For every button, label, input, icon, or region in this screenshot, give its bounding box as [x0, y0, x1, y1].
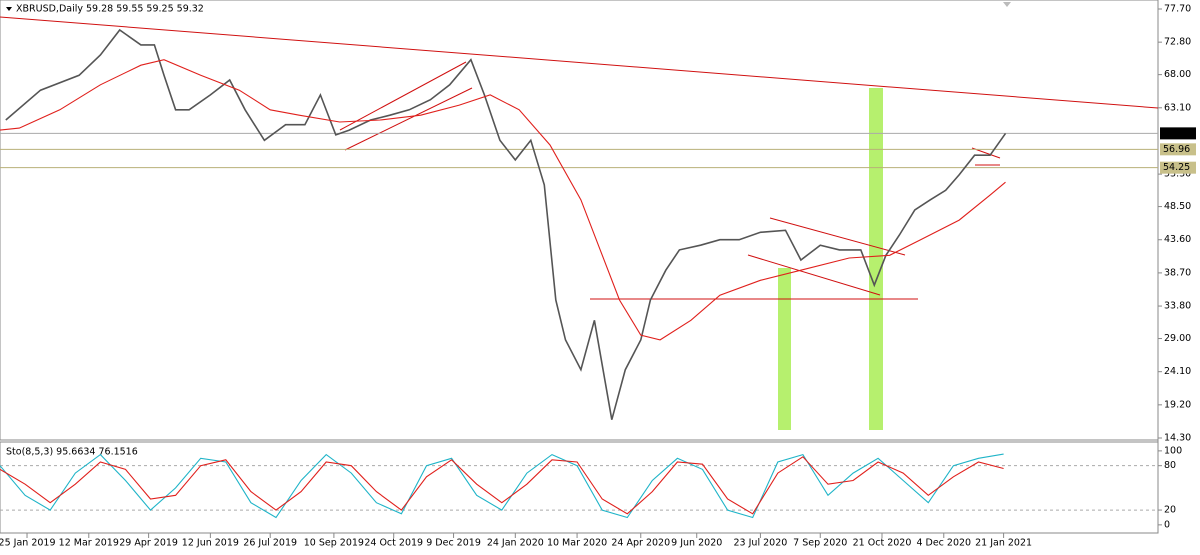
- x-tick-label: 24 Oct 2019: [364, 538, 423, 549]
- price-label-box: [1160, 143, 1196, 156]
- x-tick-label: 24 Jan 2020: [487, 538, 544, 549]
- y-tick-label: 72.80: [1164, 37, 1191, 48]
- price-label-box: [1160, 161, 1196, 174]
- y-tick-label: 77.70: [1164, 4, 1191, 15]
- series-line: [0, 453, 1004, 519]
- shift-marker: [1003, 2, 1011, 7]
- y-tick-label: 63.10: [1164, 102, 1191, 113]
- highlight-bar: [778, 268, 791, 430]
- x-tick-label: 9 Dec 2019: [426, 538, 481, 549]
- chart-title: XBRUSD,Daily 59.28 59.55 59.25 59.32: [16, 4, 204, 15]
- x-tick-label: 24 Apr 2020: [611, 538, 670, 549]
- x-tick-label: 12 Mar 2019: [59, 538, 119, 549]
- y-tick-label: 48.50: [1164, 201, 1191, 212]
- x-tick-label: 21 Oct 2020: [853, 538, 912, 549]
- series-line: [0, 456, 1004, 515]
- y-tick-label: 80: [1164, 460, 1176, 471]
- y-tick-label: 14.30: [1164, 433, 1191, 444]
- x-tick-label: 23 Jul 2020: [734, 538, 788, 549]
- y-tick-label: 24.10: [1164, 366, 1191, 377]
- y-tick-label: 68.00: [1164, 69, 1191, 80]
- x-tick-label: 12 Jun 2019: [182, 538, 239, 549]
- y-tick-label: 33.80: [1164, 301, 1191, 312]
- stoch-panel: [0, 441, 1159, 534]
- x-tick-label: 7 Sep 2020: [793, 538, 847, 549]
- price-label: 59.32: [1163, 128, 1190, 139]
- menu-icon[interactable]: [6, 7, 12, 11]
- y-tick-label: 43.60: [1164, 234, 1191, 245]
- x-tick-label: 4 Dec 2020: [916, 538, 971, 549]
- y-tick-label: 38.70: [1164, 267, 1191, 278]
- x-tick-label: 29 Apr 2019: [119, 538, 178, 549]
- trendline: [747, 254, 881, 296]
- series-line: [5, 28, 1007, 420]
- price-label: 56.96: [1163, 144, 1190, 155]
- price-label-box: [1160, 127, 1196, 140]
- x-tick-label: 25 Jan 2019: [0, 538, 55, 549]
- trendline: [769, 217, 906, 256]
- trendline: [0, 16, 1159, 109]
- y-tick-label: 19.20: [1164, 399, 1191, 410]
- y-tick-label: 29.00: [1164, 333, 1191, 344]
- stoch-title: Sto(8,5,3) 95.6634 76.1516: [6, 447, 138, 458]
- x-tick-label: 10 Mar 2020: [547, 538, 607, 549]
- x-tick-label: 26 Jul 2019: [243, 538, 297, 549]
- trendline: [344, 87, 473, 151]
- x-tick-label: 9 Jun 2020: [671, 538, 722, 549]
- y-tick-label: 53.30: [1164, 169, 1191, 180]
- series-line: [0, 59, 1006, 341]
- main-panel: [0, 0, 1159, 441]
- y-tick-label: 20: [1164, 505, 1176, 516]
- highlight-bar: [869, 88, 883, 430]
- price-label: 54.25: [1163, 162, 1190, 173]
- x-tick-label: 21 Jan 2021: [975, 538, 1032, 549]
- x-tick-label: 10 Sep 2019: [304, 538, 364, 549]
- y-tick-label: 0: [1164, 519, 1170, 530]
- y-tick-label: 100: [1164, 445, 1182, 456]
- trendlines: [0, 16, 1159, 300]
- trendline: [339, 61, 467, 131]
